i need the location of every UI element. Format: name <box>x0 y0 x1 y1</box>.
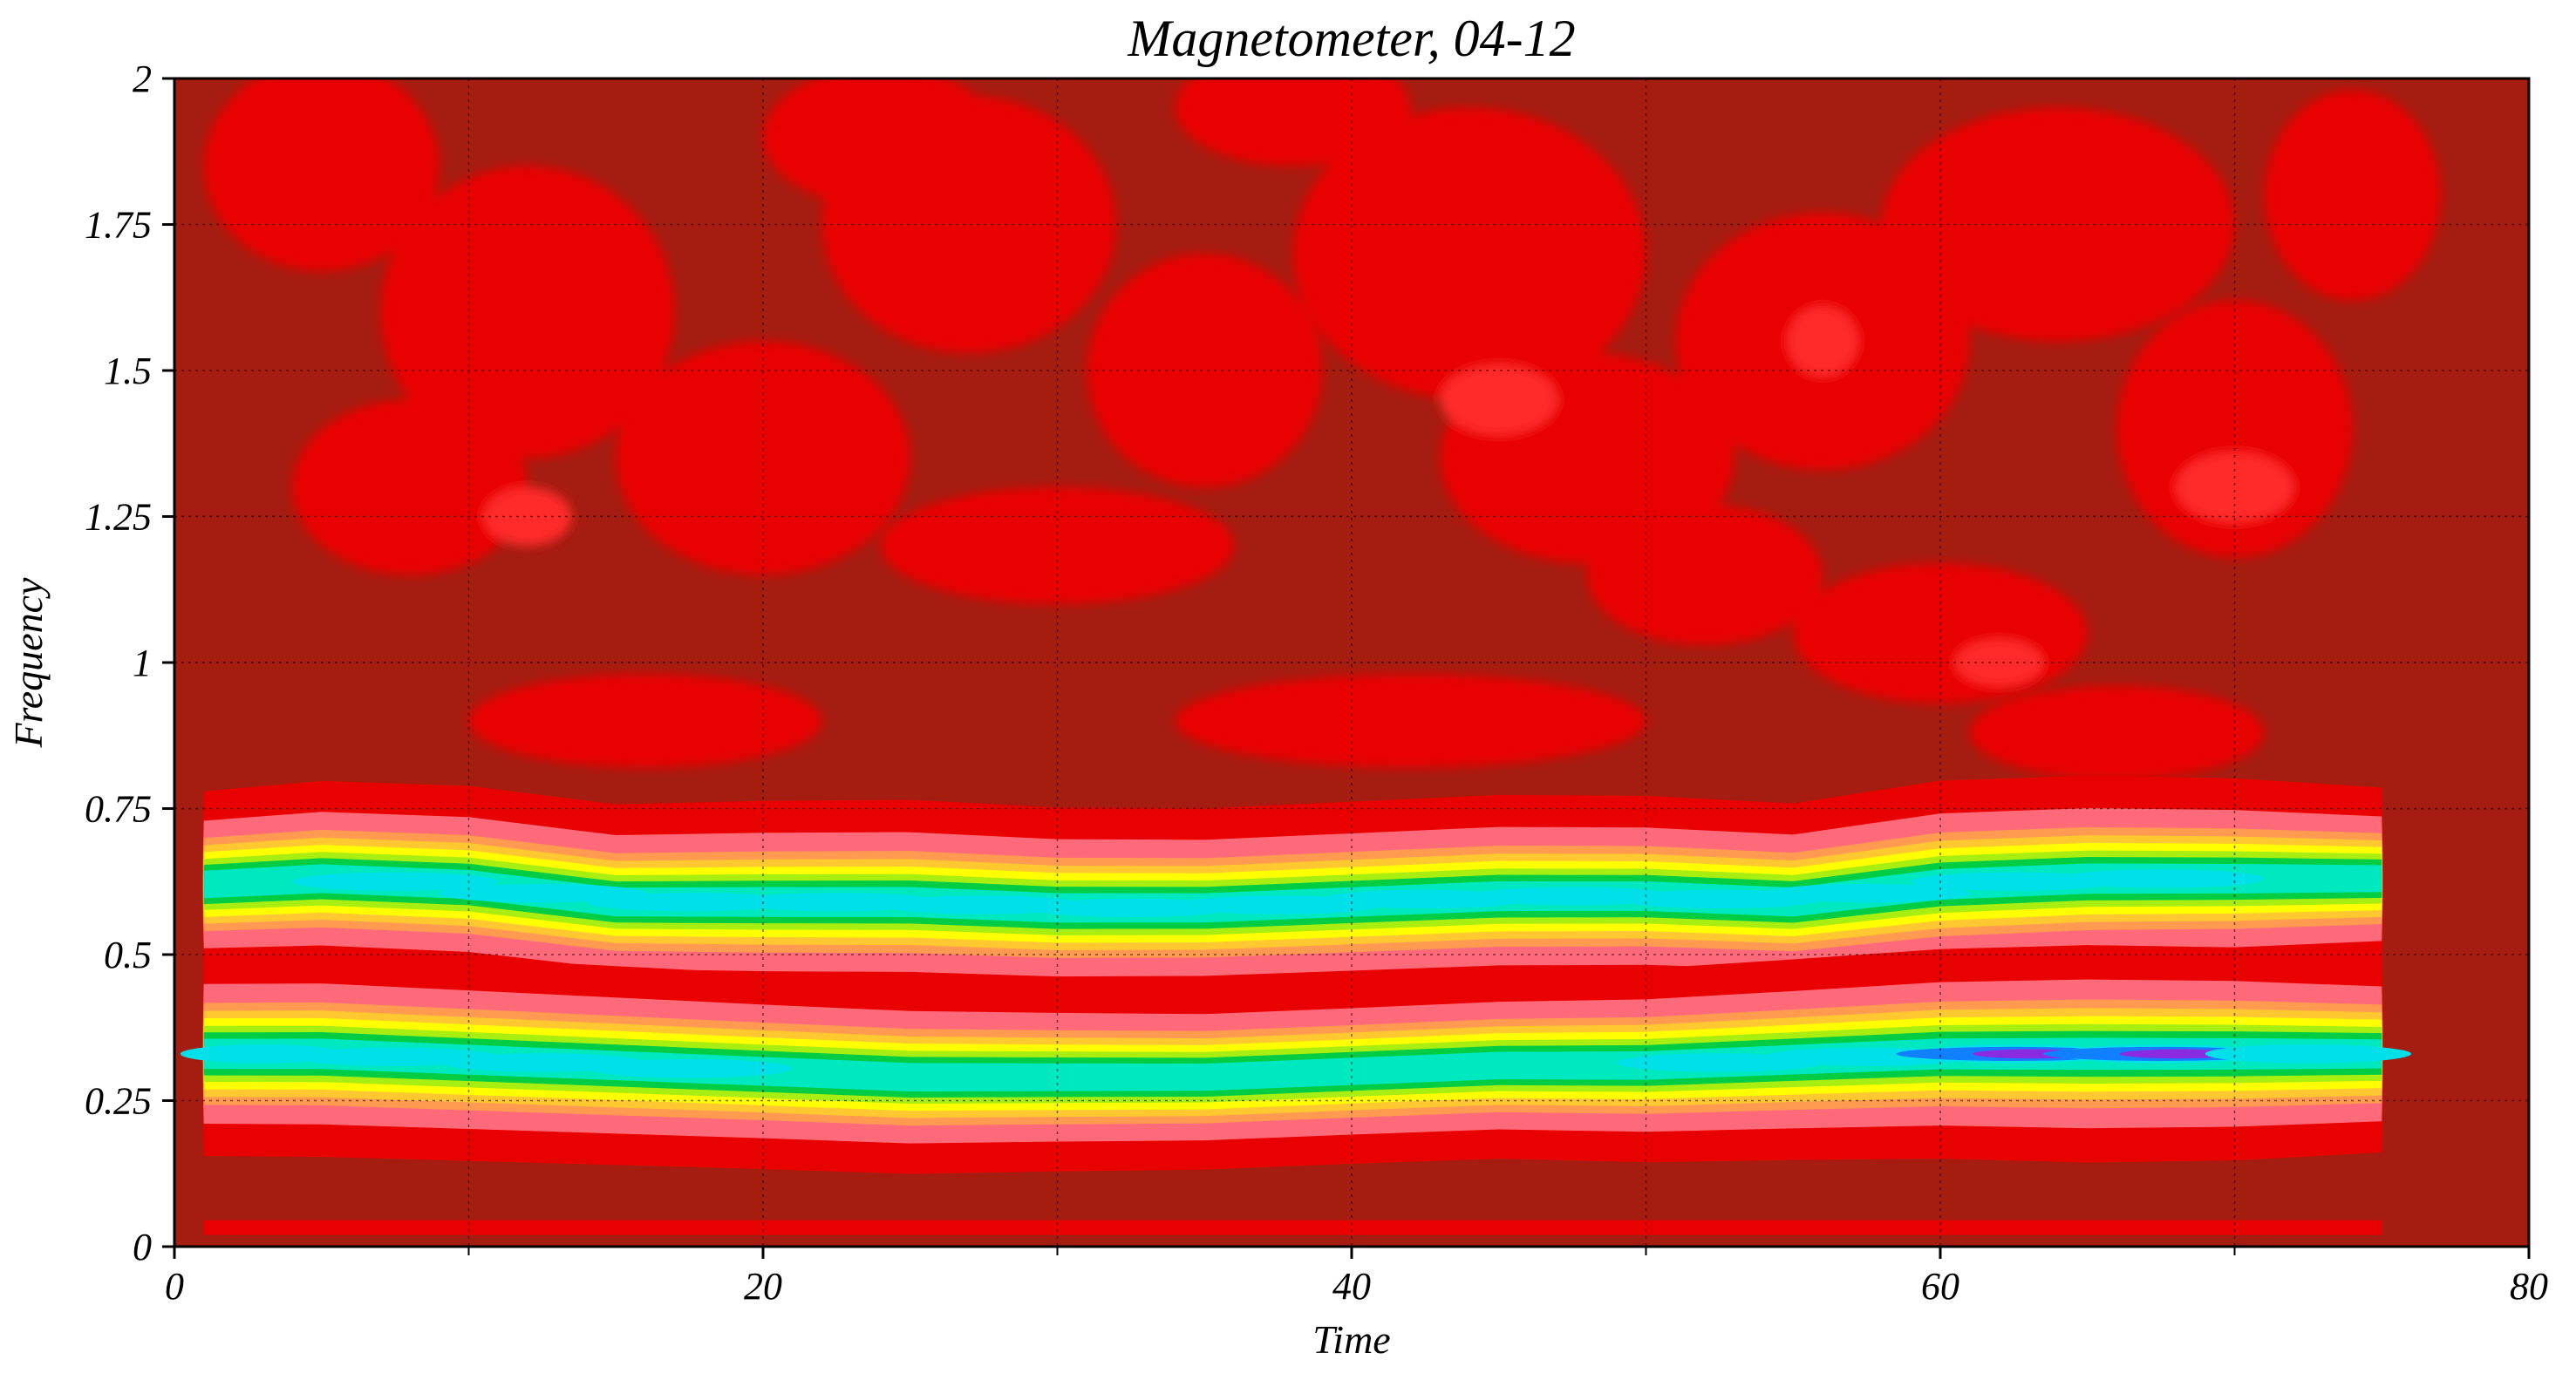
y-tick-label: 0.25 <box>85 1080 152 1123</box>
x-tick-label: 20 <box>744 1265 782 1308</box>
band-upper-core <box>1763 883 1970 903</box>
band-lower-max <box>2119 1049 2238 1059</box>
band-lower-core <box>586 1058 793 1078</box>
y-tick-label: 2 <box>133 58 152 100</box>
heatmap-noise <box>203 78 2441 780</box>
band-upper <box>202 775 2383 1009</box>
band-upper-core <box>292 872 499 891</box>
x-tick-label: 40 <box>1332 1265 1371 1308</box>
x-tick-label: 0 <box>165 1265 184 1308</box>
y-tick-label: 0 <box>133 1226 152 1268</box>
y-tick-label: 0.75 <box>85 788 152 831</box>
band-lower-core <box>2205 1044 2411 1064</box>
y-tick-label: 1 <box>133 642 152 684</box>
x-tick-label: 80 <box>2510 1265 2548 1308</box>
chart-title: Magnetometer, 04-12 <box>1127 10 1575 67</box>
y-tick-label: 1.25 <box>85 496 152 539</box>
y-tick-label: 1.75 <box>85 204 152 247</box>
band-upper-core <box>439 883 645 903</box>
band-lower <box>180 945 2411 1174</box>
x-tick-label: 60 <box>1921 1265 1959 1308</box>
y-axis-label: Frequency <box>6 577 51 749</box>
y-tick-label: 1.5 <box>104 350 152 392</box>
y-tick-label: 0.5 <box>104 934 152 976</box>
heatmap-baseline-stripe <box>203 1220 2382 1235</box>
x-axis-label: Time <box>1312 1317 1390 1362</box>
band-upper-core <box>586 892 793 912</box>
band-upper-core <box>2058 869 2265 888</box>
